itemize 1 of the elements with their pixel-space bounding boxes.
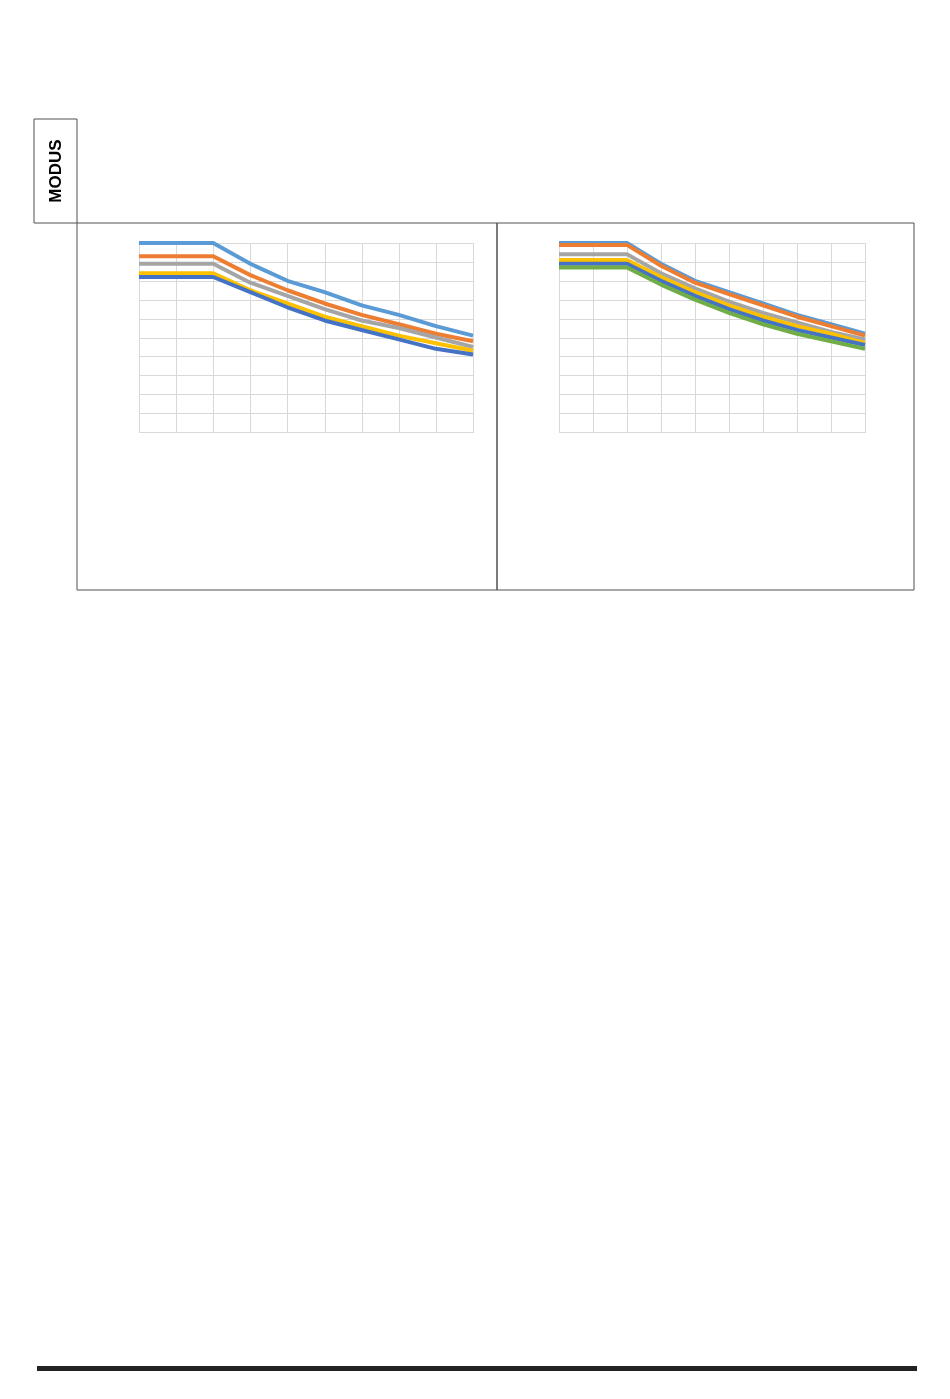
text: MODUS bbox=[45, 139, 65, 203]
